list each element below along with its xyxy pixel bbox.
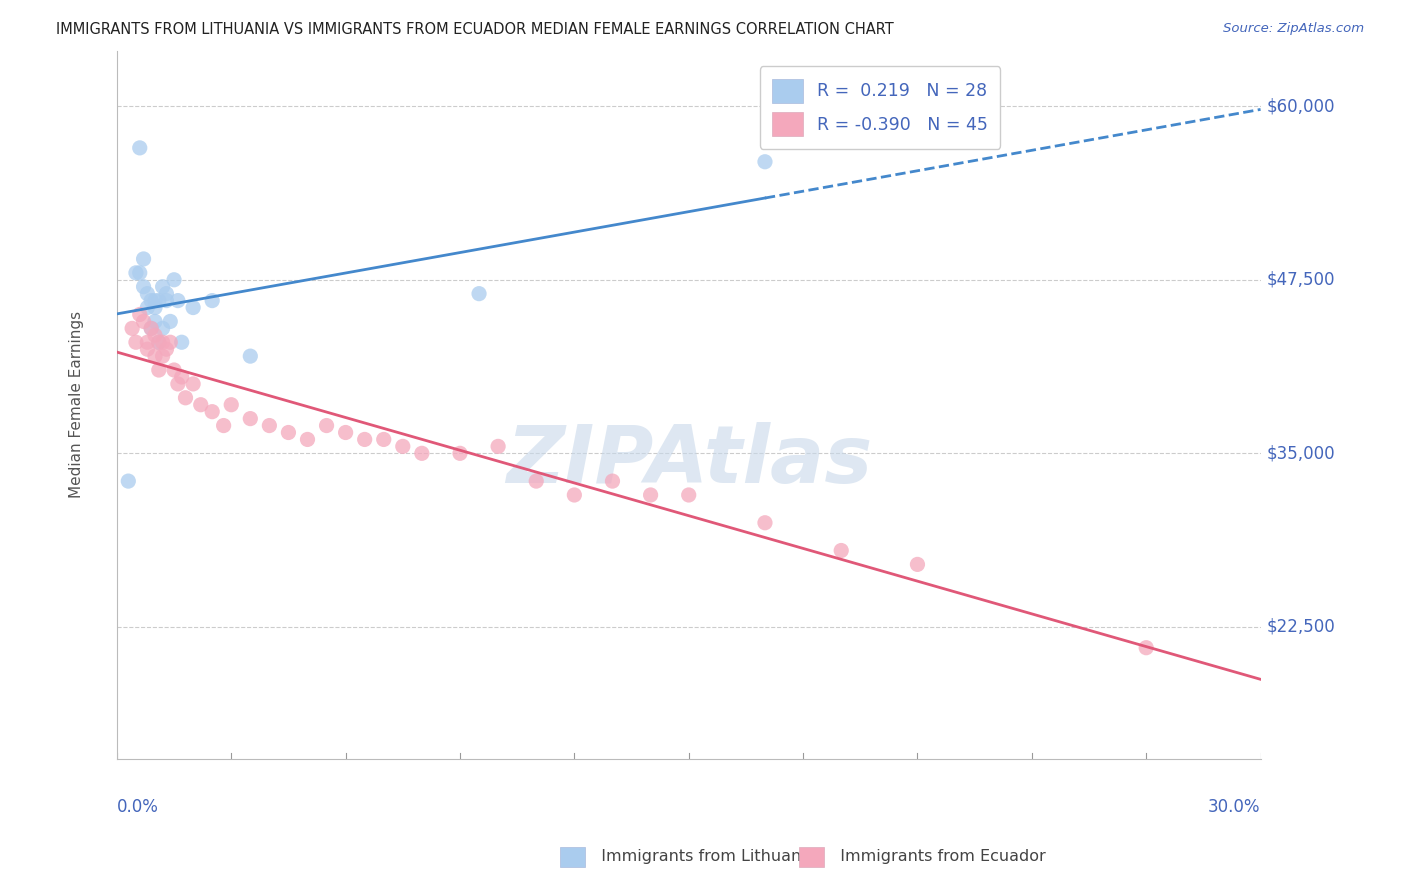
Point	[219, 398, 242, 412]
Point	[163, 363, 186, 377]
Point	[128, 308, 150, 322]
Text: $47,500: $47,500	[1267, 271, 1334, 289]
Point	[141, 321, 163, 335]
Point	[136, 286, 159, 301]
Point	[239, 411, 262, 425]
Point	[125, 266, 148, 280]
Point	[148, 363, 170, 377]
Point	[117, 474, 139, 488]
Point	[159, 314, 181, 328]
Point	[128, 266, 150, 280]
Point	[201, 405, 224, 419]
Point	[315, 418, 337, 433]
Point	[167, 376, 190, 391]
Point	[155, 293, 177, 308]
Point	[181, 301, 204, 315]
Point	[1135, 640, 1157, 655]
Legend: R =  0.219   N = 28, R = -0.390   N = 45: R = 0.219 N = 28, R = -0.390 N = 45	[761, 66, 1000, 149]
Point	[486, 439, 509, 453]
Point	[125, 335, 148, 350]
Text: Immigrants from Ecuador: Immigrants from Ecuador	[830, 849, 1045, 863]
Point	[148, 335, 170, 350]
Point	[152, 335, 174, 350]
Point	[640, 488, 662, 502]
Point	[148, 293, 170, 308]
Text: ZIPAtlas: ZIPAtlas	[506, 423, 872, 500]
Point	[143, 314, 166, 328]
Point	[170, 370, 193, 384]
Point	[239, 349, 262, 363]
Point	[152, 349, 174, 363]
Point	[602, 474, 624, 488]
Point	[143, 328, 166, 343]
Text: $22,500: $22,500	[1267, 618, 1336, 636]
Point	[449, 446, 471, 460]
Point	[141, 321, 163, 335]
Point	[132, 314, 155, 328]
Point	[524, 474, 547, 488]
Point	[754, 516, 776, 530]
Text: 30.0%: 30.0%	[1208, 797, 1261, 815]
Point	[163, 273, 186, 287]
Point	[373, 433, 395, 447]
Text: $60,000: $60,000	[1267, 97, 1334, 115]
Point	[136, 301, 159, 315]
Point	[155, 342, 177, 356]
Point	[174, 391, 197, 405]
Point	[141, 293, 163, 308]
Point	[159, 335, 181, 350]
Point	[564, 488, 586, 502]
Point	[391, 439, 413, 453]
Point	[335, 425, 357, 440]
Point	[411, 446, 433, 460]
Point	[181, 376, 204, 391]
Point	[152, 279, 174, 293]
Text: 0.0%: 0.0%	[117, 797, 159, 815]
Point	[277, 425, 299, 440]
Text: $35,000: $35,000	[1267, 444, 1334, 462]
Point	[907, 558, 929, 572]
Point	[143, 349, 166, 363]
Point	[167, 293, 190, 308]
Point	[170, 335, 193, 350]
Point	[212, 418, 235, 433]
Point	[353, 433, 375, 447]
Point	[148, 335, 170, 350]
Point	[136, 335, 159, 350]
Point	[128, 141, 150, 155]
Point	[152, 321, 174, 335]
Text: IMMIGRANTS FROM LITHUANIA VS IMMIGRANTS FROM ECUADOR MEDIAN FEMALE EARNINGS CORR: IMMIGRANTS FROM LITHUANIA VS IMMIGRANTS …	[56, 22, 894, 37]
Point	[136, 342, 159, 356]
Point	[132, 252, 155, 266]
Point	[754, 154, 776, 169]
Point	[259, 418, 281, 433]
Point	[132, 279, 155, 293]
Point	[143, 293, 166, 308]
Text: Median Female Earnings: Median Female Earnings	[69, 311, 84, 499]
Point	[121, 321, 143, 335]
Point	[201, 293, 224, 308]
Text: Source: ZipAtlas.com: Source: ZipAtlas.com	[1223, 22, 1364, 36]
Text: Immigrants from Lithuania: Immigrants from Lithuania	[591, 849, 815, 863]
Point	[297, 433, 319, 447]
Point	[468, 286, 491, 301]
Point	[678, 488, 700, 502]
Point	[155, 286, 177, 301]
Point	[190, 398, 212, 412]
Point	[830, 543, 852, 558]
Point	[143, 301, 166, 315]
